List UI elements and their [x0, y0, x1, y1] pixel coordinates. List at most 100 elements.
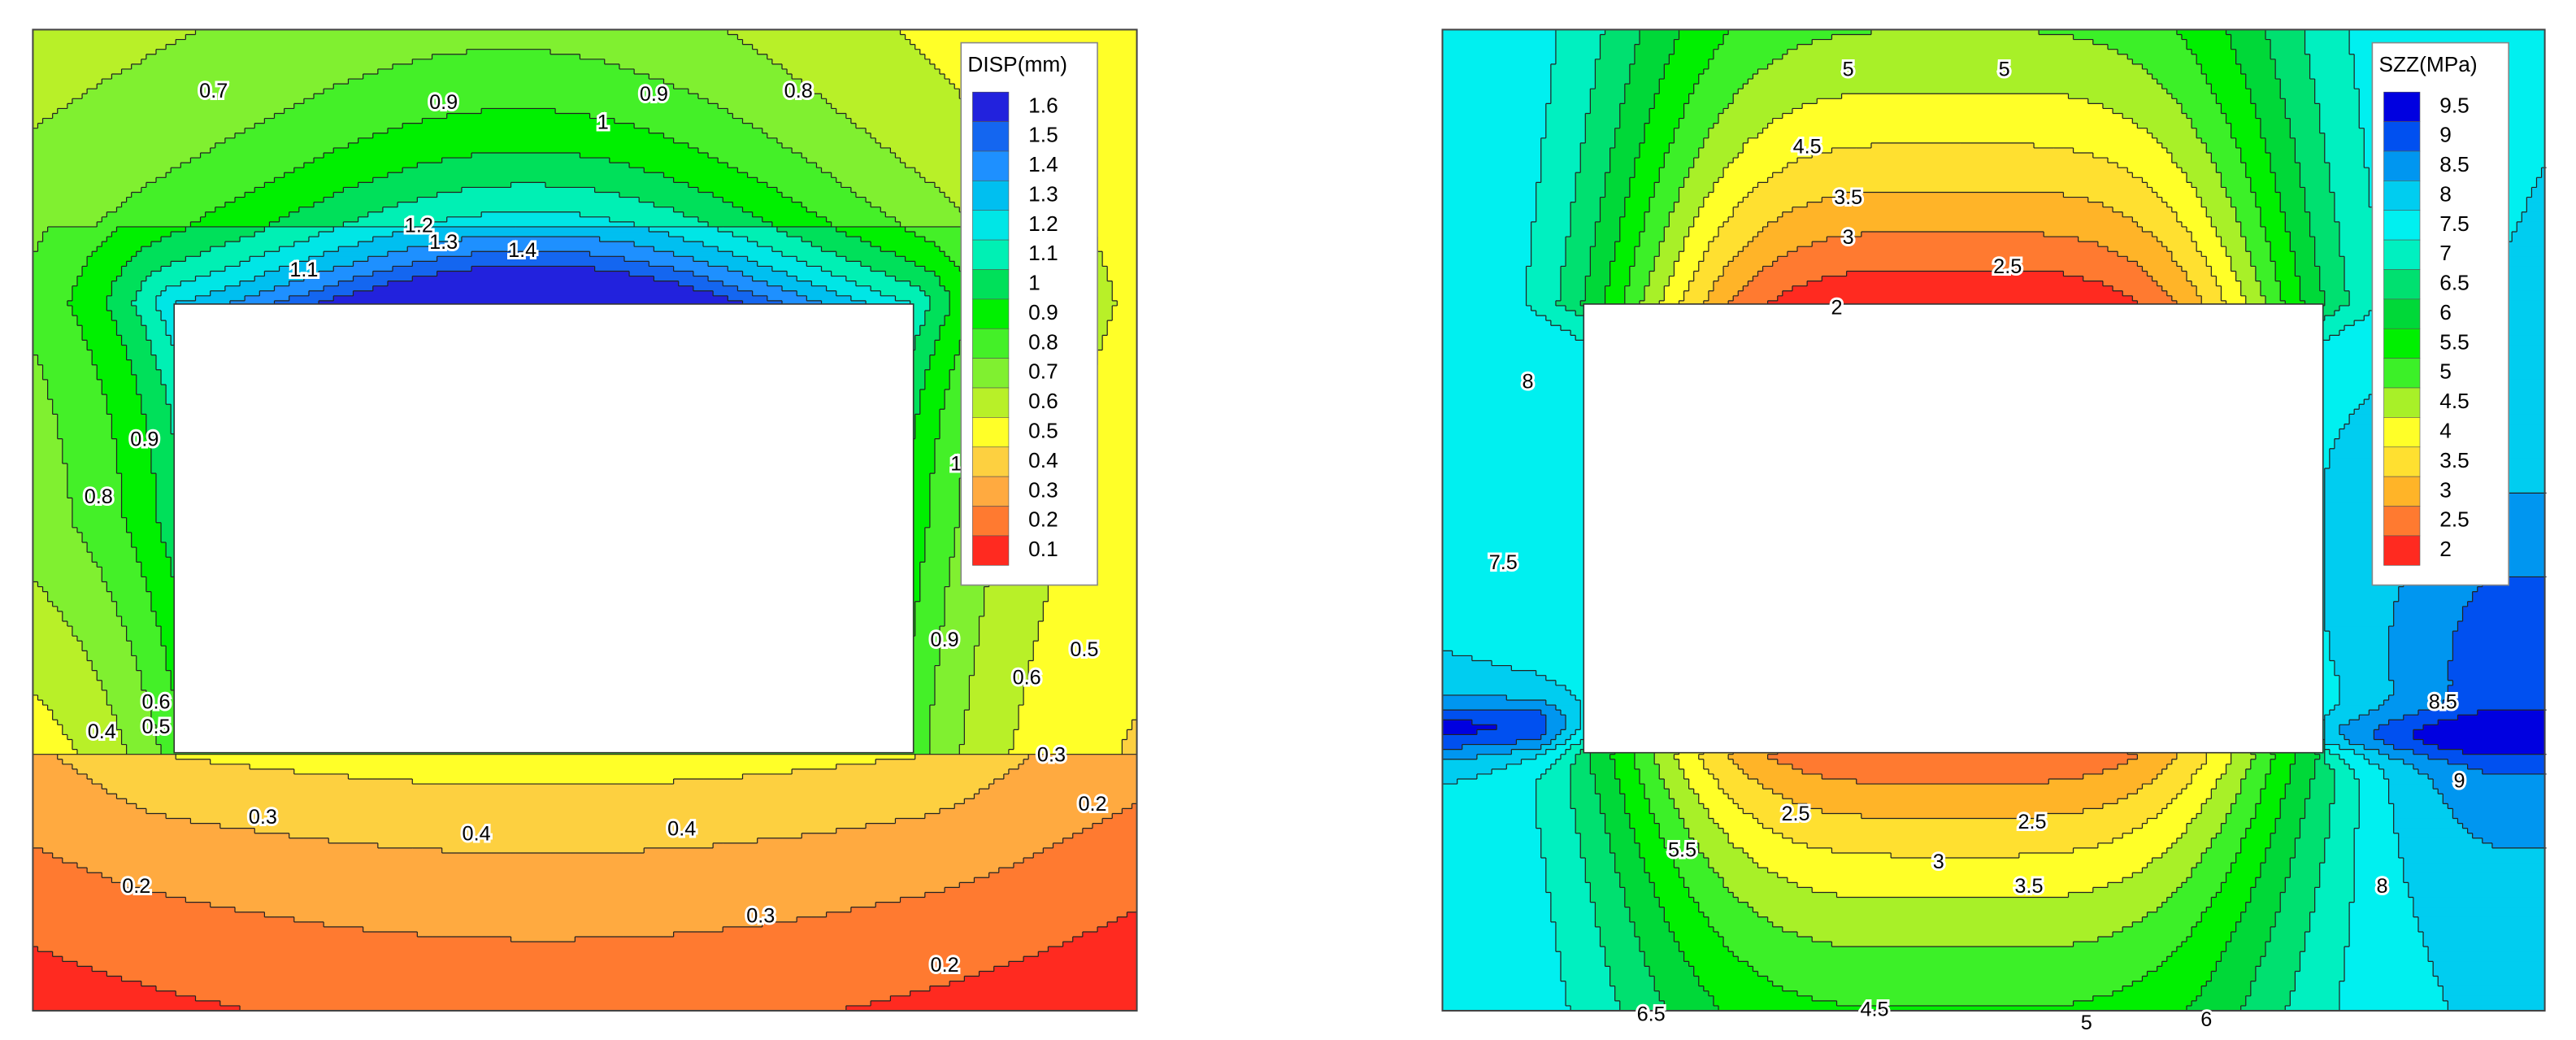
contour-band — [934, 690, 971, 696]
contour-band — [2329, 187, 2370, 194]
contour-band — [2078, 237, 2158, 242]
contour-band — [47, 705, 113, 711]
contour-band — [1619, 118, 1650, 124]
contour-band — [1605, 192, 1631, 198]
contour-band — [1442, 29, 1557, 36]
contour-band — [1619, 237, 1640, 242]
contour-band — [1540, 833, 1582, 839]
contour-band — [2285, 1005, 2340, 1012]
contour-band — [1723, 789, 1774, 795]
legend-title: DISP(mm) — [967, 52, 1067, 76]
contour-band — [969, 700, 1024, 706]
contour-band — [2324, 300, 2350, 307]
contour-band — [1757, 863, 2148, 868]
contour-band — [2192, 123, 2232, 129]
contour-band — [1743, 84, 2163, 89]
contour-band — [2092, 152, 2173, 159]
contour-band — [934, 448, 966, 455]
contour-band — [33, 507, 73, 514]
contour-band — [2359, 715, 2404, 721]
contour-band — [2329, 172, 2370, 179]
contour-band — [919, 285, 945, 292]
contour-band — [33, 133, 236, 139]
contour-band — [2235, 216, 2261, 223]
contour-band — [2250, 990, 2291, 997]
contour-label: 0.4 — [667, 817, 696, 840]
contour-band — [1624, 285, 1645, 292]
contour-band — [1600, 44, 1636, 50]
contour-band — [1555, 931, 1601, 938]
contour-band — [1067, 503, 1138, 509]
contour-band — [2517, 226, 2546, 233]
contour-band — [1693, 838, 1729, 844]
contour-band — [1442, 852, 1542, 859]
contour-band — [1708, 990, 1798, 997]
contour-band — [2319, 863, 2355, 868]
contour-band — [393, 232, 670, 237]
contour-band — [2171, 94, 2218, 100]
contour-band — [1442, 986, 1566, 992]
contour-band — [599, 237, 684, 242]
contour-band — [589, 113, 734, 120]
contour-band — [2452, 655, 2546, 662]
contour-band — [1679, 187, 1714, 194]
contour-band — [2255, 754, 2276, 760]
contour-band — [1723, 882, 1798, 889]
contour-label: 8.5 — [2429, 691, 2457, 714]
contour-band — [358, 137, 675, 144]
contour-band — [1566, 725, 1582, 731]
contour-band — [1122, 744, 1138, 751]
contour-band — [826, 285, 871, 292]
contour-band — [121, 729, 157, 736]
legend-label: 4.5 — [2439, 389, 2470, 413]
contour-band — [2152, 858, 2203, 864]
contour-band — [1560, 754, 1576, 760]
contour-band — [141, 246, 211, 253]
contour-band — [141, 680, 172, 686]
contour-band — [2275, 828, 2301, 834]
contour-band — [1536, 779, 1571, 785]
contour-band — [2260, 221, 2287, 228]
contour-band — [934, 340, 961, 346]
contour-band — [2374, 734, 2414, 741]
contour-band — [1693, 271, 1724, 277]
contour-band — [87, 651, 132, 657]
contour-band — [1659, 89, 1695, 95]
contour-band — [1442, 710, 1542, 716]
contour-band — [1683, 951, 1735, 958]
contour-band — [1442, 705, 1557, 711]
contour-band — [792, 768, 1010, 775]
contour-band — [2235, 271, 2257, 277]
contour-band — [580, 54, 768, 60]
contour-band — [210, 902, 877, 908]
contour-band — [1703, 197, 1744, 203]
contour-band — [2314, 94, 2361, 100]
contour-band — [1674, 754, 1700, 760]
contour-band — [2226, 764, 2252, 770]
contour-band — [2108, 882, 2183, 889]
contour-band — [2502, 251, 2546, 258]
contour-band — [2324, 562, 2414, 568]
contour-band — [33, 172, 167, 179]
contour-band — [2216, 276, 2237, 282]
contour-band — [2443, 794, 2546, 800]
contour-band — [2250, 764, 2271, 770]
contour-band — [1536, 216, 1571, 223]
contour-band — [121, 734, 157, 741]
contour-band — [2265, 847, 2296, 854]
contour-band — [1634, 59, 1670, 65]
contour-band — [654, 202, 734, 208]
contour-band — [2507, 246, 2546, 253]
contour-band — [1550, 84, 1596, 89]
contour-band — [210, 759, 877, 765]
contour-band — [37, 123, 256, 129]
contour-band — [2300, 285, 2321, 292]
contour-band — [1442, 858, 1547, 864]
contour-band — [1097, 246, 1138, 253]
contour-band — [2319, 877, 2355, 884]
contour-band — [1807, 281, 2104, 287]
contour-band — [33, 113, 54, 120]
contour-band — [1555, 734, 1571, 741]
contour-band — [1442, 34, 1557, 41]
contour-band — [1674, 133, 1709, 139]
